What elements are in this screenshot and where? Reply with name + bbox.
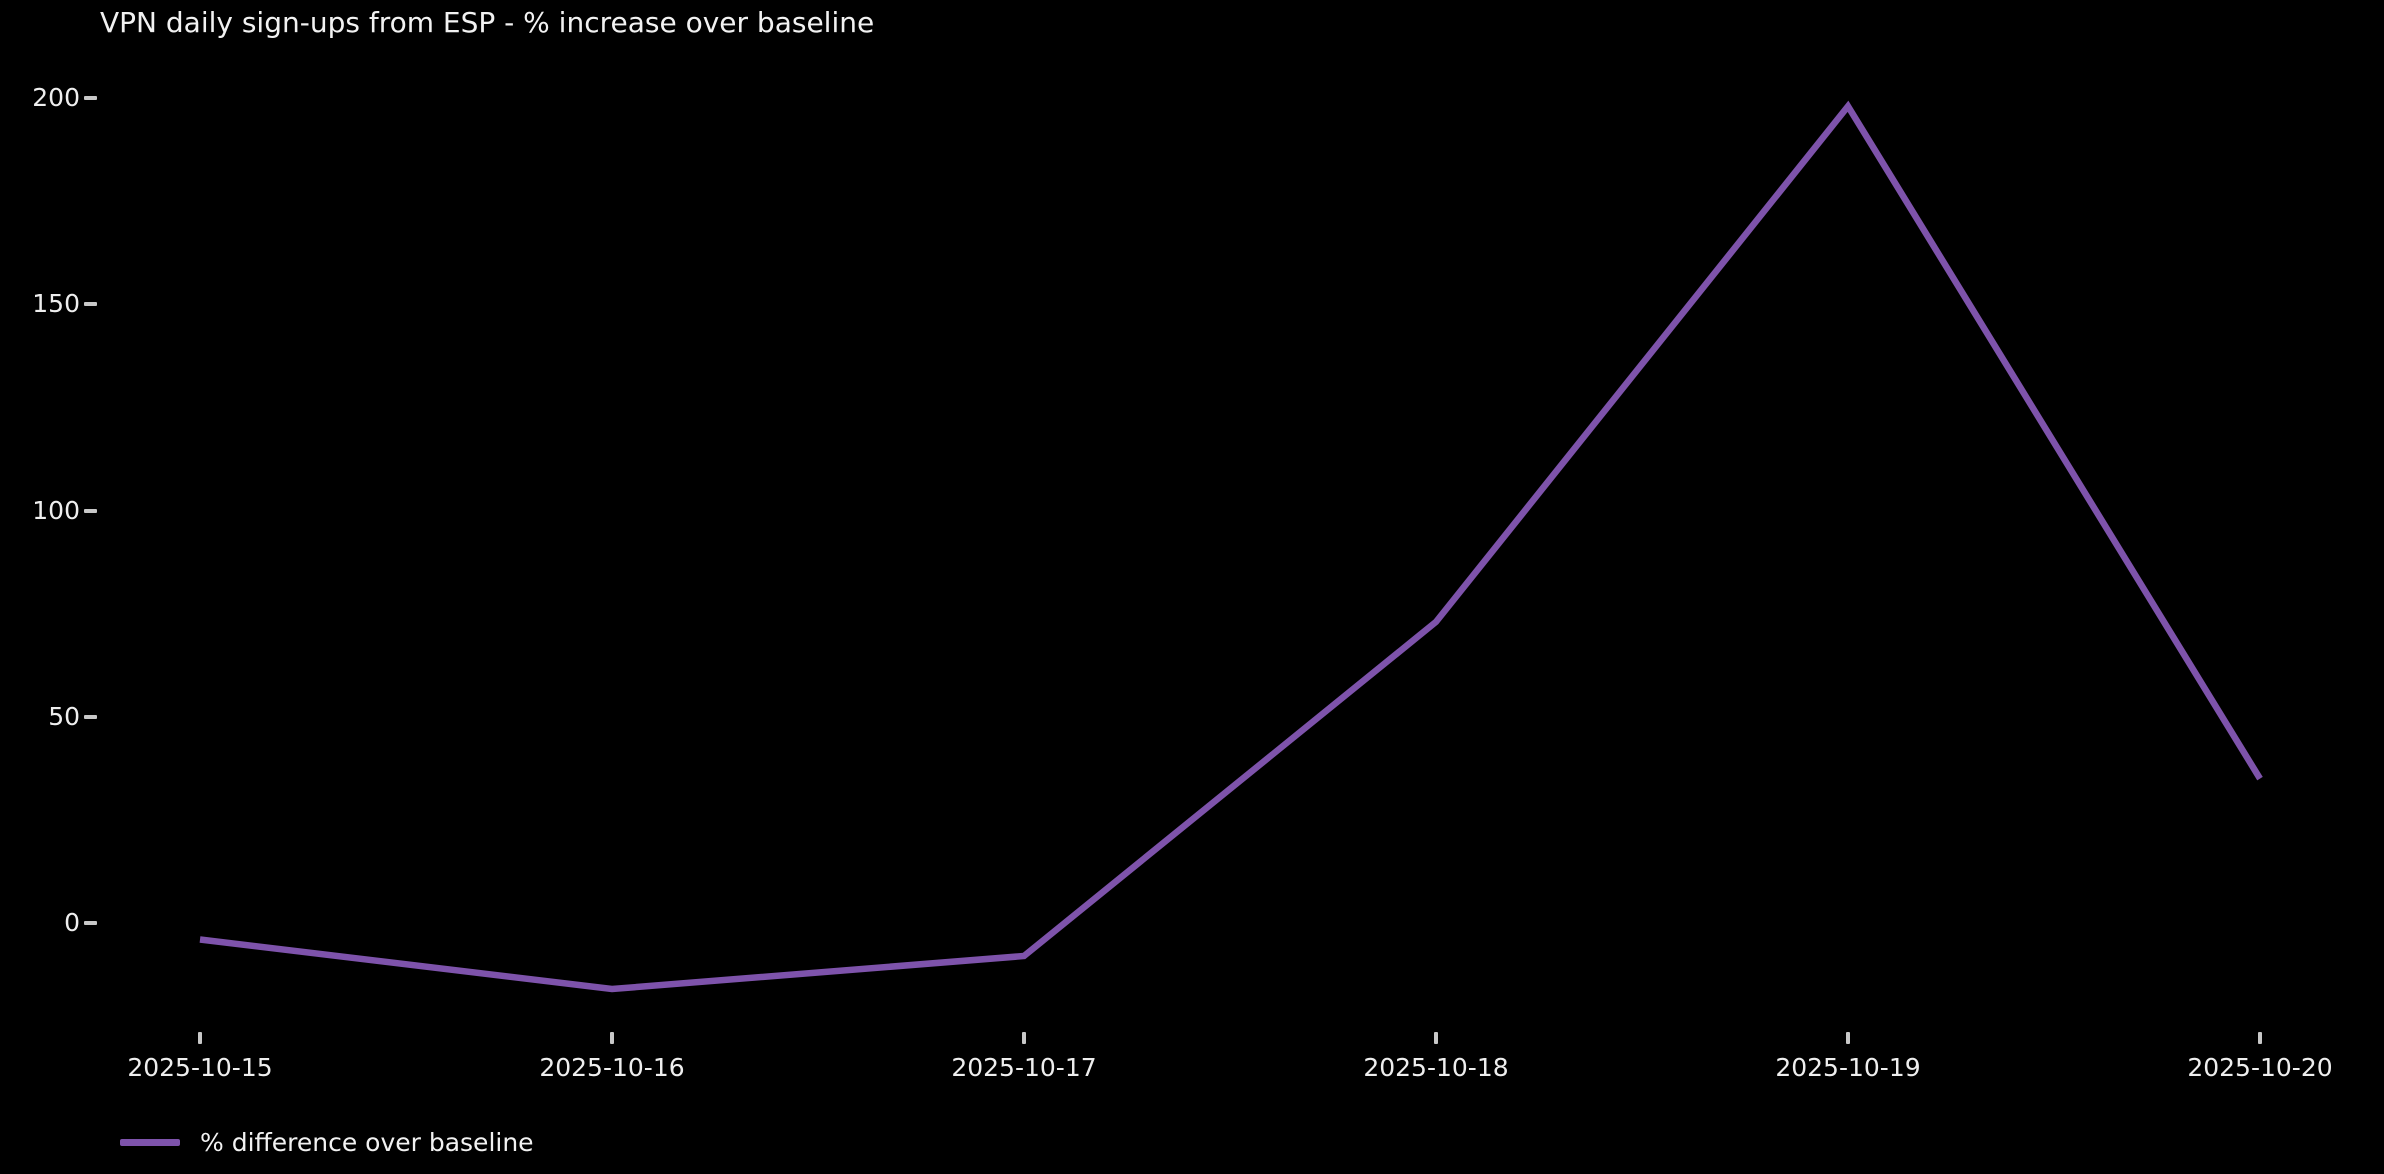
y-tick-mark (84, 921, 97, 925)
x-tick-mark (198, 1032, 202, 1044)
x-tick-mark (610, 1032, 614, 1044)
x-tick-mark (1434, 1032, 1438, 1044)
chart-title: VPN daily sign-ups from ESP - % increase… (100, 6, 875, 39)
y-tick-label: 0 (64, 908, 80, 937)
x-tick-label: 2025-10-16 (539, 1053, 685, 1082)
x-tick-label: 2025-10-18 (1363, 1053, 1509, 1082)
y-tick-label: 100 (32, 495, 80, 525)
legend-line-swatch (120, 1139, 180, 1146)
series-line (199, 100, 2263, 993)
legend: % difference over baseline (120, 1128, 534, 1157)
y-tick-label: 50 (48, 701, 80, 731)
x-tick-mark (1022, 1032, 1026, 1044)
x-tick-label: 2025-10-17 (951, 1053, 1097, 1082)
y-tick-label: 200 (32, 83, 80, 112)
x-tick-label: 2025-10-19 (1775, 1053, 1921, 1082)
y-tick-label: 150 (32, 289, 80, 319)
x-tick-label: 2025-10-15 (127, 1053, 273, 1082)
x-tick-mark (2258, 1032, 2262, 1044)
x-tick-mark (1846, 1032, 1850, 1044)
y-tick-mark (84, 302, 97, 307)
legend-label: % difference over baseline (200, 1128, 534, 1157)
y-tick-mark (84, 508, 97, 513)
y-tick-mark (84, 96, 97, 100)
y-tick-mark (84, 714, 97, 719)
x-tick-label: 2025-10-20 (2187, 1053, 2333, 1082)
